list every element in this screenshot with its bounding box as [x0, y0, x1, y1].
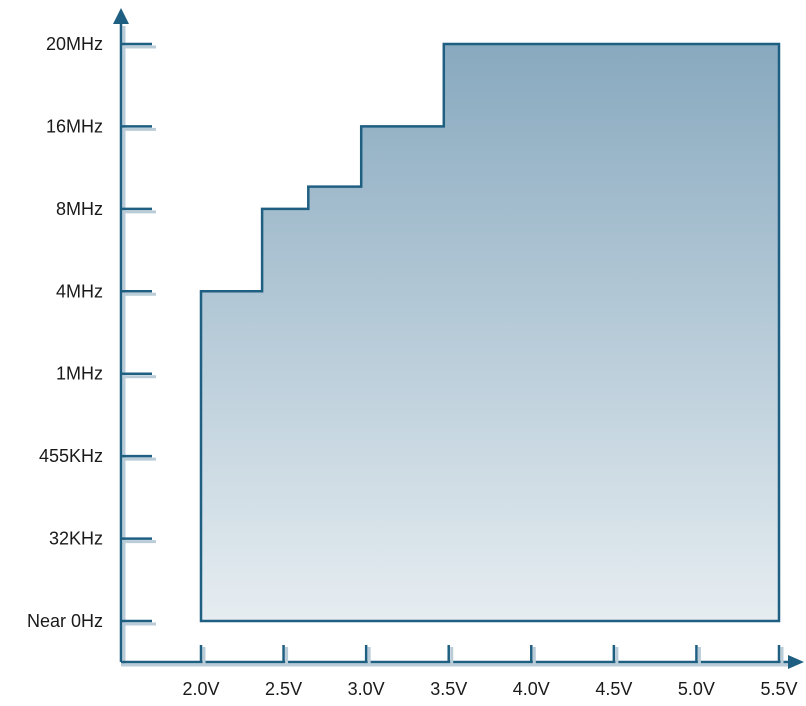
- x-tick-label: 5.5V: [760, 679, 797, 699]
- y-tick-label: 4MHz: [56, 281, 103, 301]
- operating-region: [199, 42, 781, 623]
- y-tick-label: 20MHz: [46, 34, 103, 54]
- x-tick-label: 2.0V: [182, 679, 219, 699]
- x-tick-label: 4.0V: [513, 679, 550, 699]
- y-tick-label: 1MHz: [56, 364, 103, 384]
- y-tick-label: Near 0Hz: [27, 611, 103, 631]
- x-axis-arrow-icon: [788, 655, 804, 669]
- x-tick-label: 4.5V: [595, 679, 632, 699]
- x-tick-label: 3.5V: [430, 679, 467, 699]
- x-tick-label: 3.0V: [348, 679, 385, 699]
- x-tick-label: 5.0V: [678, 679, 715, 699]
- x-tick-label: 2.5V: [265, 679, 302, 699]
- y-tick-label: 32KHz: [49, 529, 103, 549]
- y-tick-label: 8MHz: [56, 199, 103, 219]
- y-axis-arrow-icon: [113, 8, 129, 24]
- y-tick-label: 16MHz: [46, 116, 103, 136]
- y-tick-label: 455KHz: [39, 446, 103, 466]
